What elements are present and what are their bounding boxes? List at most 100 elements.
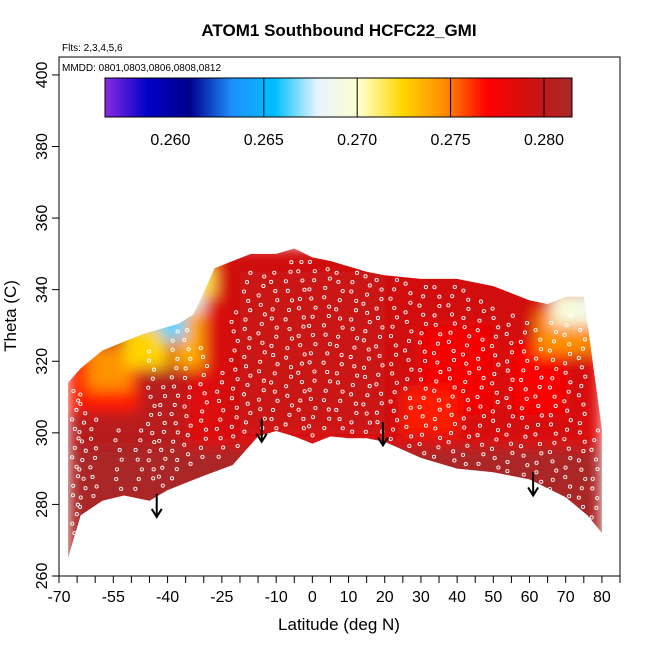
profile-marker <box>379 391 384 396</box>
profile-marker <box>449 312 455 317</box>
profile-marker <box>533 432 538 437</box>
profile-marker <box>534 356 539 361</box>
profile-marker <box>229 396 234 401</box>
profile-marker <box>519 377 524 382</box>
profile-marker <box>235 443 240 449</box>
profile-marker <box>152 440 157 445</box>
y-tick-label: 320 <box>34 348 51 375</box>
profile-marker <box>421 294 426 299</box>
profile-marker <box>593 457 598 462</box>
profile-marker <box>138 438 143 443</box>
profile-marker <box>313 305 318 310</box>
profile-marker <box>272 270 277 275</box>
profile-marker <box>296 370 301 375</box>
profile-marker <box>262 416 267 421</box>
profile-marker <box>489 446 495 451</box>
profile-marker <box>299 260 304 265</box>
profile-marker <box>506 423 512 428</box>
profile-marker <box>311 415 316 420</box>
profile-marker <box>216 454 221 459</box>
profile-marker <box>301 315 306 320</box>
profile-marker <box>462 425 467 430</box>
profile-marker <box>510 313 515 318</box>
profile-marker <box>247 345 252 350</box>
profile-marker <box>150 431 155 436</box>
profile-marker <box>307 424 312 429</box>
profile-marker <box>365 393 370 398</box>
profile-marker <box>248 410 253 416</box>
profile-marker <box>537 441 542 446</box>
profile-marker <box>467 370 472 375</box>
profile-marker <box>580 504 586 509</box>
profile-marker <box>576 458 581 463</box>
profile-marker <box>553 403 558 409</box>
profile-marker-column <box>146 349 157 481</box>
profile-marker <box>476 461 481 466</box>
profile-marker <box>283 317 288 322</box>
profile-marker <box>563 361 568 366</box>
profile-marker <box>466 306 471 311</box>
profile-marker <box>494 437 499 442</box>
profile-marker <box>188 356 193 361</box>
profile-marker <box>288 269 293 274</box>
profile-marker-column <box>402 281 414 449</box>
profile-marker <box>394 352 399 357</box>
profile-marker <box>262 312 267 317</box>
profile-marker <box>185 433 190 438</box>
profile-marker <box>534 470 539 475</box>
profile-marker <box>579 486 584 491</box>
colorbar-tick-label: 0.275 <box>431 132 471 149</box>
profile-marker <box>547 450 552 455</box>
profile-marker <box>260 340 265 345</box>
profile-marker <box>450 294 455 299</box>
profile-marker <box>507 405 512 410</box>
profile-marker-column <box>417 285 429 456</box>
profile-marker <box>258 302 263 307</box>
profile-marker <box>490 381 495 386</box>
profile-marker <box>496 465 501 470</box>
profile-marker <box>220 371 225 376</box>
colorbar-tick-label: 0.270 <box>337 132 377 149</box>
profile-marker <box>70 493 76 498</box>
heatmap-region <box>402 389 458 433</box>
profile-marker-column <box>589 428 600 520</box>
profile-marker <box>467 334 472 339</box>
profile-marker <box>353 401 358 406</box>
profile-marker <box>409 367 414 372</box>
profile-marker <box>578 328 583 333</box>
profile-marker <box>475 433 480 438</box>
profile-marker <box>114 467 120 472</box>
profile-marker <box>451 348 456 354</box>
profile-marker <box>269 316 274 321</box>
profile-marker <box>567 494 572 499</box>
profile-marker <box>461 288 466 293</box>
profile-marker <box>524 396 529 401</box>
y-axis: 260 280 300 320 340 360 380 400 <box>34 61 59 589</box>
profile-marker <box>174 467 179 472</box>
arrow-markers <box>150 418 539 519</box>
profile-marker <box>446 440 451 445</box>
profile-marker <box>392 305 397 311</box>
profile-marker <box>554 468 559 473</box>
profile-marker <box>269 343 274 348</box>
profile-marker <box>336 334 341 339</box>
profile-marker <box>327 379 333 384</box>
profile-marker <box>284 355 289 360</box>
profile-marker <box>309 296 314 301</box>
colorbar: 0.260 0.265 0.270 0.275 0.280 <box>104 77 573 149</box>
heatmap-region <box>174 275 204 312</box>
profile-marker <box>248 373 253 378</box>
profile-marker <box>248 308 253 313</box>
profile-marker <box>525 320 530 326</box>
profile-marker <box>438 332 443 337</box>
profile-marker-column <box>334 270 345 431</box>
profile-marker <box>409 329 414 334</box>
profile-marker <box>403 415 408 420</box>
profile-marker <box>432 313 437 318</box>
profile-marker-column <box>307 259 318 438</box>
profile-marker <box>582 439 587 444</box>
profile-marker <box>354 410 359 416</box>
profile-marker-column <box>214 371 226 459</box>
profile-marker <box>493 334 498 339</box>
profile-marker <box>289 336 294 341</box>
